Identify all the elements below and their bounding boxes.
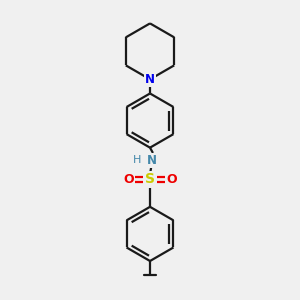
Text: N: N <box>145 73 155 86</box>
Text: O: O <box>166 173 176 186</box>
Text: H: H <box>133 155 141 165</box>
Text: S: S <box>145 172 155 186</box>
Text: N: N <box>146 154 157 167</box>
Text: O: O <box>124 173 134 186</box>
